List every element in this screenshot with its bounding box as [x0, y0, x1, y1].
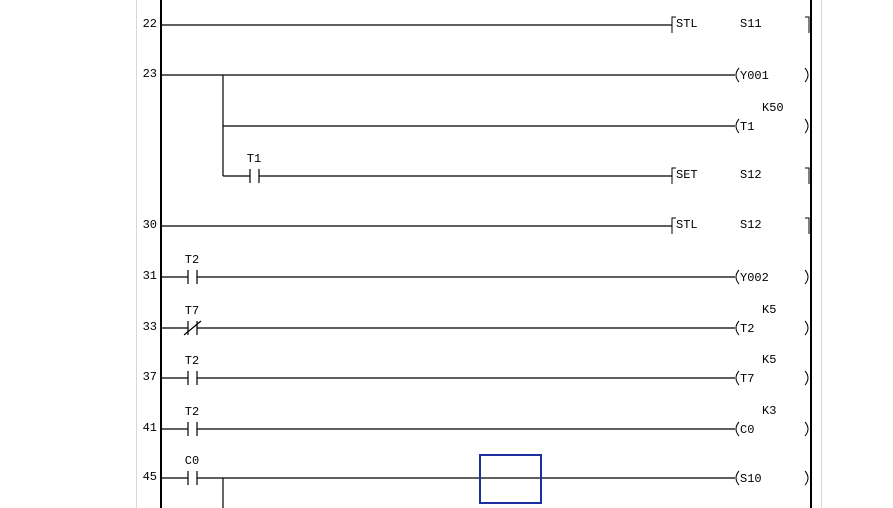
- coil-device[interactable]: T1: [740, 120, 754, 134]
- contact-label[interactable]: T7: [185, 304, 199, 318]
- coil-close-icon: [804, 421, 809, 437]
- instruction-op[interactable]: STL: [676, 218, 698, 232]
- nc-slash-icon: [183, 320, 202, 336]
- step-number: 31: [143, 269, 157, 283]
- contact-label[interactable]: C0: [185, 454, 199, 468]
- coil-close-icon: [804, 269, 809, 285]
- step-number: 23: [143, 67, 157, 81]
- coil-open-icon: [735, 67, 740, 83]
- coil-device[interactable]: T2: [740, 322, 754, 336]
- step-number: 30: [143, 218, 157, 232]
- instruction-operand[interactable]: S12: [740, 218, 762, 232]
- step-number: 33: [143, 320, 157, 334]
- coil-close-icon: [804, 370, 809, 386]
- cell-cursor[interactable]: [479, 454, 542, 504]
- coil-device[interactable]: S10: [740, 472, 762, 486]
- coil-device[interactable]: C0: [740, 423, 754, 437]
- coil-device[interactable]: T7: [740, 372, 754, 386]
- coil-open-icon: [735, 370, 740, 386]
- step-number: 37: [143, 370, 157, 384]
- coil-setting[interactable]: K3: [762, 404, 776, 418]
- coil-setting[interactable]: K50: [762, 101, 784, 115]
- bracket-close-icon: [805, 16, 810, 33]
- step-number: 22: [143, 17, 157, 31]
- instruction-operand[interactable]: S12: [740, 168, 762, 182]
- bracket-open-icon: [671, 217, 676, 234]
- step-number: 45: [143, 470, 157, 484]
- coil-open-icon: [735, 320, 740, 336]
- coil-setting[interactable]: K5: [762, 303, 776, 317]
- contact-label[interactable]: T1: [247, 152, 261, 166]
- coil-open-icon: [735, 118, 740, 134]
- coil-open-icon: [735, 269, 740, 285]
- bracket-close-icon: [805, 167, 810, 184]
- coil-open-icon: [735, 421, 740, 437]
- coil-close-icon: [804, 320, 809, 336]
- contact-label[interactable]: T2: [185, 354, 199, 368]
- instruction-operand[interactable]: S11: [740, 17, 762, 31]
- coil-open-icon: [735, 470, 740, 486]
- step-number: 41: [143, 421, 157, 435]
- contact-label[interactable]: T2: [185, 253, 199, 267]
- bracket-close-icon: [805, 217, 810, 234]
- bracket-open-icon: [671, 167, 676, 184]
- instruction-op[interactable]: STL: [676, 17, 698, 31]
- contact-label[interactable]: T2: [185, 405, 199, 419]
- coil-device[interactable]: Y001: [740, 69, 769, 83]
- coil-close-icon: [804, 470, 809, 486]
- coil-device[interactable]: Y002: [740, 271, 769, 285]
- coil-close-icon: [804, 118, 809, 134]
- bracket-open-icon: [671, 16, 676, 33]
- coil-close-icon: [804, 67, 809, 83]
- coil-setting[interactable]: K5: [762, 353, 776, 367]
- instruction-op[interactable]: SET: [676, 168, 698, 182]
